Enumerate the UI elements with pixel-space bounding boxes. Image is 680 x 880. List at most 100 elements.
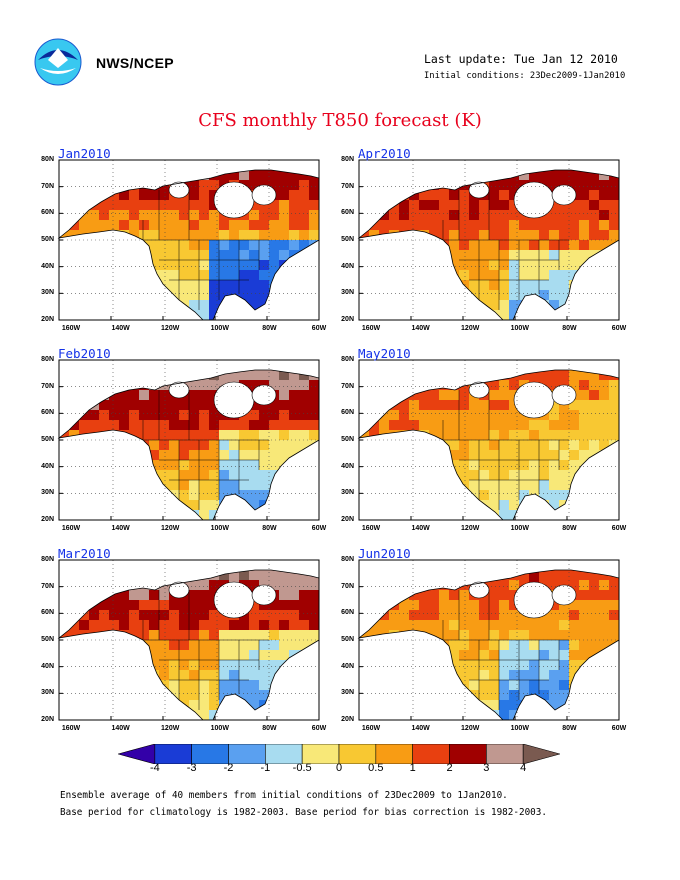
lat-label: 80N bbox=[41, 156, 54, 163]
lon-label: 100W bbox=[210, 725, 229, 732]
lon-label: 160W bbox=[361, 325, 381, 332]
map-plot bbox=[57, 159, 320, 321]
lat-label: 70N bbox=[341, 382, 354, 390]
lat-label: 80N bbox=[341, 356, 354, 363]
panel-month-label: Jun2010 bbox=[358, 546, 411, 561]
footer-line-2: Base period for climatology is 1982-2003… bbox=[60, 807, 547, 818]
panel-month-label: Apr2010 bbox=[358, 146, 411, 161]
lat-label: 20N bbox=[341, 716, 354, 723]
lat-label: 70N bbox=[41, 582, 54, 590]
map-panel-may2010: May2010 80N 70N 60N 50N 40N 30N 20N 160W 140W 120W… bbox=[330, 346, 640, 538]
map-panel-jun2010: Jun2010 80N 70N 60N 50N 40N 30N 20N 160W 140W 120W… bbox=[330, 546, 640, 738]
lat-label: 20N bbox=[341, 316, 354, 323]
lat-label: 60N bbox=[341, 209, 354, 217]
colorbar-swatch bbox=[301, 743, 340, 765]
lat-label: 30N bbox=[341, 289, 354, 297]
lon-label: 60W bbox=[311, 325, 327, 332]
lon-label: 140W bbox=[411, 325, 430, 332]
colorbar-tick-label: -1 bbox=[260, 762, 271, 774]
lon-label: 100W bbox=[210, 325, 229, 332]
lon-label: 120W bbox=[461, 725, 480, 732]
footer-line-1: Ensemble average of 40 members from init… bbox=[60, 790, 508, 801]
colorbar-swatch bbox=[338, 743, 377, 765]
colorbar-swatch bbox=[449, 743, 487, 765]
colorbar-tick-label: 3 bbox=[483, 762, 490, 774]
lat-label: 30N bbox=[41, 689, 54, 697]
lat-label: 50N bbox=[341, 436, 354, 443]
panel-month-label: Jan2010 bbox=[58, 146, 111, 161]
lat-label: 20N bbox=[341, 516, 354, 523]
lat-label: 60N bbox=[341, 409, 354, 417]
org-name: NWS/NCEP bbox=[96, 55, 174, 71]
lat-label: 30N bbox=[41, 489, 54, 497]
colorbar-swatch bbox=[191, 743, 229, 765]
lat-label: 80N bbox=[41, 556, 54, 563]
lon-label: 80W bbox=[562, 725, 577, 732]
panel-month-label: Feb2010 bbox=[58, 346, 111, 361]
initial-conditions: Initial conditions: 23Dec2009-1Jan2010 bbox=[424, 71, 626, 81]
lat-label: 20N bbox=[41, 716, 54, 723]
colorbar-tick-label: 1 bbox=[409, 762, 416, 774]
lon-label: 140W bbox=[111, 725, 130, 732]
colorbar-tick-label: 0 bbox=[335, 762, 343, 774]
map-plot bbox=[57, 559, 320, 721]
lon-label: 160W bbox=[61, 525, 81, 532]
colorbar-swatch bbox=[375, 743, 413, 765]
colorbar-swatch bbox=[486, 743, 524, 765]
lat-label: 50N bbox=[41, 236, 54, 243]
colorbar-tick-label: -0.5 bbox=[292, 762, 312, 774]
colorbar-tick-label: -3 bbox=[186, 762, 197, 774]
lat-label: 30N bbox=[341, 489, 354, 497]
colorbar-tick-label: 4 bbox=[520, 762, 527, 774]
lat-label: 80N bbox=[341, 156, 354, 163]
lon-label: 60W bbox=[611, 525, 627, 532]
colorbar-swatch bbox=[154, 743, 192, 765]
lat-label: 50N bbox=[41, 436, 54, 443]
lat-label: 50N bbox=[341, 636, 354, 643]
chart-title: CFS monthly T850 forecast (K) bbox=[198, 110, 482, 131]
map-plot bbox=[357, 559, 620, 721]
lon-label: 100W bbox=[510, 325, 529, 332]
colorbar-tick-label: 0.5 bbox=[368, 762, 384, 774]
lat-label: 40N bbox=[41, 462, 54, 470]
lon-label: 160W bbox=[361, 525, 381, 532]
colorbar-swatch bbox=[116, 743, 156, 765]
colorbar-tick-label: 2 bbox=[446, 762, 453, 774]
lat-label: 60N bbox=[41, 209, 54, 217]
lon-label: 80W bbox=[562, 325, 577, 332]
lon-label: 140W bbox=[411, 725, 430, 732]
map-panel-mar2010: Mar2010 80N 70N 60N 50N 40N 30N 20N 160W 140W 120W… bbox=[30, 546, 340, 738]
lat-label: 40N bbox=[41, 262, 54, 270]
lon-label: 100W bbox=[510, 725, 529, 732]
lat-label: 30N bbox=[41, 289, 54, 297]
lat-label: 70N bbox=[41, 182, 54, 190]
colorbar-tick-label: -4 bbox=[149, 762, 160, 774]
lat-label: 40N bbox=[41, 662, 54, 670]
lat-label: 30N bbox=[341, 689, 354, 697]
colorbar-swatch bbox=[265, 743, 303, 765]
colorbar-swatch bbox=[228, 743, 266, 765]
lon-label: 60W bbox=[611, 325, 627, 332]
lat-label: 60N bbox=[41, 409, 54, 417]
lat-label: 60N bbox=[341, 609, 354, 617]
lon-label: 60W bbox=[311, 725, 327, 732]
map-plot bbox=[357, 359, 620, 521]
lon-label: 120W bbox=[461, 325, 480, 332]
lat-label: 70N bbox=[341, 182, 354, 190]
colorbar bbox=[116, 743, 562, 774]
lat-label: 70N bbox=[41, 382, 54, 390]
lon-label: 80W bbox=[562, 525, 577, 532]
lon-label: 120W bbox=[161, 525, 180, 532]
colorbar-swatch bbox=[412, 743, 450, 765]
lon-label: 120W bbox=[161, 725, 180, 732]
lat-label: 50N bbox=[41, 636, 54, 643]
lat-label: 40N bbox=[341, 662, 354, 670]
lat-label: 40N bbox=[341, 462, 354, 470]
lon-label: 80W bbox=[262, 325, 277, 332]
lon-label: 80W bbox=[262, 525, 277, 532]
lat-label: 40N bbox=[341, 262, 354, 270]
lon-label: 120W bbox=[461, 525, 480, 532]
lon-label: 140W bbox=[111, 325, 130, 332]
noaa-logo-icon bbox=[34, 38, 82, 86]
colorbar-swatch bbox=[522, 743, 562, 765]
